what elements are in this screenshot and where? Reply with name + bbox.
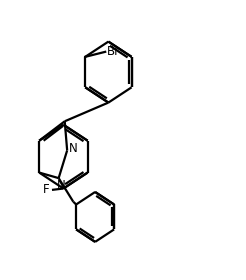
Text: N: N <box>69 142 78 155</box>
Text: F: F <box>43 183 49 196</box>
Text: N: N <box>57 179 65 192</box>
Text: Br: Br <box>107 45 120 58</box>
